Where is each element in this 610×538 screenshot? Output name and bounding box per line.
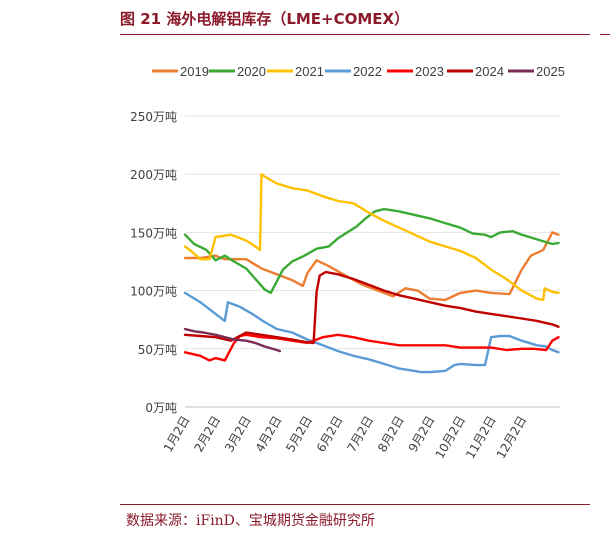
y-tick-label: 150万吨 — [130, 226, 177, 240]
edge-divider — [600, 34, 610, 35]
legend-label-2022: 2022 — [353, 64, 382, 79]
y-tick-label: 50万吨 — [138, 343, 177, 357]
x-tick-label: 9月2日 — [406, 414, 438, 455]
footer-divider — [120, 504, 590, 505]
source-note: 数据来源：iFinD、宝城期货金融研究所 — [126, 513, 375, 529]
legend-label-2023: 2023 — [415, 64, 444, 79]
x-tick-label: 2月2日 — [191, 414, 223, 455]
y-tick-label: 250万吨 — [130, 110, 177, 124]
series-line-2022 — [183, 291, 560, 374]
title-divider — [120, 34, 590, 35]
y-tick-label: 100万吨 — [130, 285, 177, 299]
y-tick-label: 200万吨 — [130, 168, 177, 182]
x-tick-label: 6月2日 — [314, 414, 346, 455]
legend-label-2019: 2019 — [180, 64, 209, 79]
legend-label-2025: 2025 — [536, 64, 565, 79]
x-tick-label: 3月2日 — [222, 414, 254, 455]
legend-label-2020: 2020 — [237, 64, 266, 79]
x-tick-label: 1月2日 — [161, 414, 193, 455]
legend-label-2021: 2021 — [295, 64, 324, 79]
x-tick-label: 8月2日 — [375, 414, 407, 455]
x-tick-label: 5月2日 — [283, 414, 315, 455]
y-tick-label: 0万吨 — [145, 401, 177, 415]
x-tick-label: 12月2日 — [494, 414, 530, 462]
chart-title: 图 21 海外电解铝库存（LME+COMEX） — [120, 10, 410, 28]
series-line-2024 — [183, 270, 560, 345]
series-line-2023 — [183, 333, 560, 362]
x-tick-label: 4月2日 — [253, 414, 285, 455]
legend-label-2024: 2024 — [475, 64, 504, 79]
series-line-2021 — [183, 172, 560, 302]
series-line-2025 — [183, 327, 282, 353]
series-line-2020 — [183, 207, 560, 295]
x-tick-label: 7月2日 — [345, 414, 377, 455]
